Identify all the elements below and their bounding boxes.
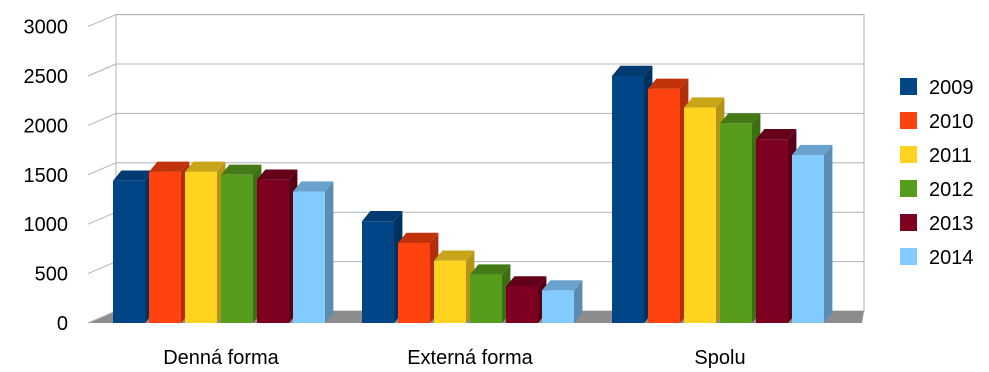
y-tick-label: 3000 bbox=[24, 17, 69, 39]
bar-front bbox=[684, 107, 716, 323]
grid-line-side bbox=[87, 14, 117, 28]
bar-front bbox=[398, 242, 430, 323]
bar-top bbox=[648, 78, 689, 89]
legend-swatch bbox=[900, 248, 917, 265]
bar-top bbox=[149, 161, 190, 172]
bar-front bbox=[149, 171, 181, 323]
y-tick-label: 1000 bbox=[24, 214, 69, 236]
bar-front bbox=[720, 123, 752, 323]
bar-2010 bbox=[398, 232, 439, 323]
bar-side bbox=[325, 181, 334, 323]
bar-top bbox=[756, 129, 797, 140]
bar-2011 bbox=[185, 161, 226, 323]
bar-front bbox=[293, 191, 325, 323]
grid-line-side bbox=[87, 261, 117, 275]
bar-2012 bbox=[470, 264, 511, 323]
bar-2014 bbox=[792, 144, 833, 323]
bar-front bbox=[434, 260, 466, 323]
y-tick-label: 0 bbox=[57, 313, 68, 335]
bar-2012 bbox=[221, 164, 262, 323]
bar-top bbox=[293, 181, 334, 192]
grid-line-side bbox=[87, 63, 117, 77]
bar-2013 bbox=[756, 129, 797, 323]
grid-line-side bbox=[87, 112, 117, 126]
y-tick-label: 1500 bbox=[24, 165, 69, 187]
bar-2013 bbox=[257, 169, 298, 323]
legend-label: 2010 bbox=[929, 111, 974, 133]
bar-front bbox=[506, 286, 538, 323]
bar-front bbox=[362, 221, 394, 323]
y-tick-label: 2000 bbox=[24, 115, 69, 137]
bar-2010 bbox=[149, 161, 190, 323]
x-category-label: Denná forma bbox=[163, 347, 279, 369]
bar-2009 bbox=[362, 211, 403, 323]
bar-2009 bbox=[113, 170, 154, 323]
legend-swatch bbox=[900, 214, 917, 231]
bar-2011 bbox=[684, 97, 725, 323]
bar-side bbox=[824, 144, 833, 323]
bar-top bbox=[185, 161, 226, 172]
legend-label: 2012 bbox=[929, 179, 974, 201]
bar-series bbox=[113, 65, 833, 324]
bar-top bbox=[398, 232, 439, 243]
bar-2014 bbox=[542, 280, 583, 323]
legend-label: 2013 bbox=[929, 213, 974, 235]
bar-front bbox=[221, 174, 253, 323]
y-tick-label: 500 bbox=[35, 264, 68, 286]
x-category-label: Externá forma bbox=[407, 347, 533, 369]
legend-swatch bbox=[900, 180, 917, 197]
bar-top bbox=[434, 250, 475, 261]
bar-side bbox=[574, 280, 583, 323]
bar-front bbox=[542, 290, 574, 323]
bar-2011 bbox=[434, 250, 475, 323]
bar-front bbox=[792, 155, 824, 323]
x-axis-categories: Denná forma Externá forma Spolu bbox=[163, 347, 745, 369]
legend-swatch bbox=[900, 146, 917, 163]
legend-swatch bbox=[900, 78, 917, 95]
bar-2009 bbox=[612, 65, 653, 324]
legend-label: 2011 bbox=[929, 145, 972, 167]
y-axis-ticks: 0 500 1000 1500 2000 2500 3000 bbox=[24, 17, 69, 335]
grid-line-side bbox=[87, 162, 117, 176]
bar-front bbox=[756, 139, 788, 323]
legend-label: 2014 bbox=[929, 247, 974, 269]
bar-front bbox=[470, 274, 502, 323]
bar-top bbox=[113, 170, 154, 181]
bar-top bbox=[542, 280, 583, 291]
bar-front bbox=[185, 171, 217, 323]
legend: 2009 2010 2011 2012 2013 2014 bbox=[900, 77, 974, 269]
legend-swatch bbox=[900, 112, 917, 129]
bar-top bbox=[720, 113, 761, 124]
side-wall-edge bbox=[87, 310, 117, 324]
bar-2013 bbox=[506, 276, 547, 323]
bar-top bbox=[257, 169, 298, 180]
bar-top bbox=[612, 65, 653, 76]
bar-top bbox=[684, 97, 725, 108]
legend-label: 2009 bbox=[929, 77, 974, 99]
y-tick-label: 2500 bbox=[24, 66, 69, 88]
grid-line-side bbox=[87, 211, 117, 225]
bar-2014 bbox=[293, 181, 334, 323]
bar-top bbox=[362, 211, 403, 222]
bar-front bbox=[257, 179, 289, 323]
bar-top bbox=[470, 264, 511, 275]
x-category-label: Spolu bbox=[694, 347, 745, 369]
bar-2010 bbox=[648, 78, 689, 324]
bar-top bbox=[506, 276, 547, 287]
bar-front bbox=[113, 180, 145, 323]
bar-2012 bbox=[720, 113, 761, 323]
bar-front bbox=[648, 88, 680, 324]
bar-front bbox=[612, 76, 644, 323]
bar-top bbox=[792, 144, 833, 156]
bar-top bbox=[221, 164, 262, 175]
